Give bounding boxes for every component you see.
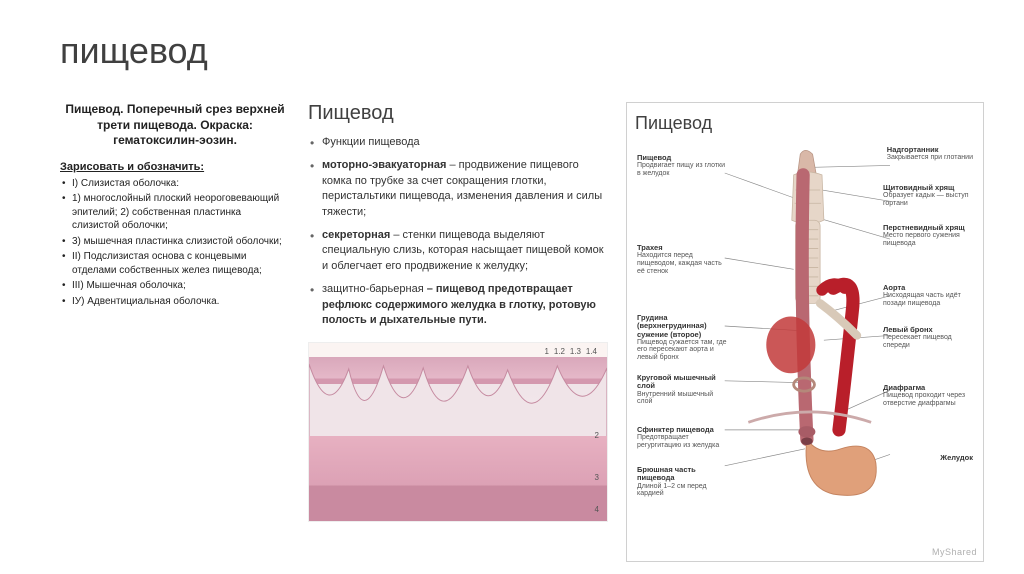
anat-label-right: АортаНисходящая часть идёт позади пищево…	[883, 284, 973, 308]
anatomy-column: Пищевод	[626, 102, 984, 562]
anat-label-left: ПищеводПродвигает пищу из глотки в желуд…	[637, 154, 727, 178]
histology-item: I) Слизистая оболочка:	[60, 177, 290, 191]
functions-column: Пищевод Функции пищевода моторно-эвакуат…	[308, 102, 608, 562]
function-lead: моторно-эвакуаторная	[322, 159, 446, 171]
micrograph-callout: 1.4	[586, 347, 597, 356]
fold-path	[309, 364, 607, 436]
function-item: защитно-барьерная – пищевод предотвращае…	[308, 282, 608, 328]
anat-label-right: Перстневидный хрящМесто первого сужения …	[883, 224, 973, 248]
watermark: MyShared	[932, 547, 977, 557]
anat-label-right: Щитовидный хрящОбразует кадык — выступ г…	[883, 184, 973, 208]
functions-heading: Пищевод	[308, 102, 608, 125]
histology-item: 3) мышечная пластинка слизистой оболочки…	[60, 235, 290, 249]
histology-item: III) Мышечная оболочка;	[60, 279, 290, 293]
function-item: секреторная – стенки пищевода выделяют с…	[308, 228, 608, 274]
esophagus-shadow	[802, 175, 807, 439]
micrograph-callout: 1	[545, 347, 549, 356]
histology-heading: Пищевод. Поперечный срез верхней трети п…	[60, 102, 290, 149]
anat-label-left: Сфинктер пищеводаПредотвращает регургита…	[637, 426, 727, 450]
histology-item: II) Подслизистая основа с концевыми отде…	[60, 250, 290, 277]
anatomy-heading: Пищевод	[635, 113, 975, 134]
fold-svg	[309, 354, 607, 436]
anatomy-diagram: ПищеводПродвигает пищу из глотки в желуд…	[635, 136, 975, 516]
function-lead: защитно-барьерная	[322, 283, 424, 295]
histology-subheading: Зарисовать и обозначить:	[60, 161, 290, 173]
micrograph-callout: 4	[595, 505, 599, 514]
anat-label-right: НадгортанникЗакрывается при глотании	[887, 146, 973, 162]
sphincter	[798, 426, 815, 437]
histology-list: I) Слизистая оболочка: 1) многослойный п…	[60, 177, 290, 311]
function-lead: Функции пищевода	[322, 136, 420, 148]
anat-label-left: Брюшная часть пищеводаДлиной 1–2 см пере…	[637, 466, 727, 498]
anat-label-left: Круговой мышечный слойВнутренний мышечны…	[637, 374, 727, 406]
anat-label-right: Желудок	[940, 454, 973, 462]
function-item: Функции пищевода	[308, 135, 608, 150]
anat-label-right: ДиафрагмаПищевод проходит через отверсти…	[883, 384, 973, 408]
anat-label-left: Грудина (верхнегрудинная) сужение (второ…	[637, 314, 727, 362]
histology-item: IУ) Адвентициальная оболочка.	[60, 295, 290, 309]
micrograph-callout: 2	[595, 431, 599, 440]
anat-label-left: ТрахеяНаходится перед пищеводом, каждая …	[637, 244, 727, 275]
cardia-opening	[801, 437, 812, 445]
epithelium-folds	[309, 354, 607, 436]
function-item: моторно-эвакуаторная – продвижение пищев…	[308, 158, 608, 220]
functions-list: Функции пищевода моторно-эвакуаторная – …	[308, 135, 608, 336]
function-lead: секреторная	[322, 229, 390, 241]
micrograph-callout: 3	[595, 473, 599, 482]
stomach	[806, 439, 876, 495]
content-columns: Пищевод. Поперечный срез верхней трети п…	[60, 102, 984, 562]
histology-item: 1) многослойный плоский неороговевающий …	[60, 192, 290, 233]
micrograph-callout: 1.2	[554, 347, 565, 356]
page-title: пищевод	[60, 30, 984, 72]
aorta-arch	[822, 284, 845, 290]
anat-label-right: Левый бронхПересекает пищевод спереди	[883, 326, 973, 350]
micrograph-callout: 1.3	[570, 347, 581, 356]
histology-micrograph: 1 1.2 1.3 1.4 2 3 4	[308, 342, 608, 522]
slide: пищевод Пищевод. Поперечный срез верхней…	[0, 0, 1024, 574]
heart	[766, 317, 815, 374]
histology-column: Пищевод. Поперечный срез верхней трети п…	[60, 102, 290, 562]
